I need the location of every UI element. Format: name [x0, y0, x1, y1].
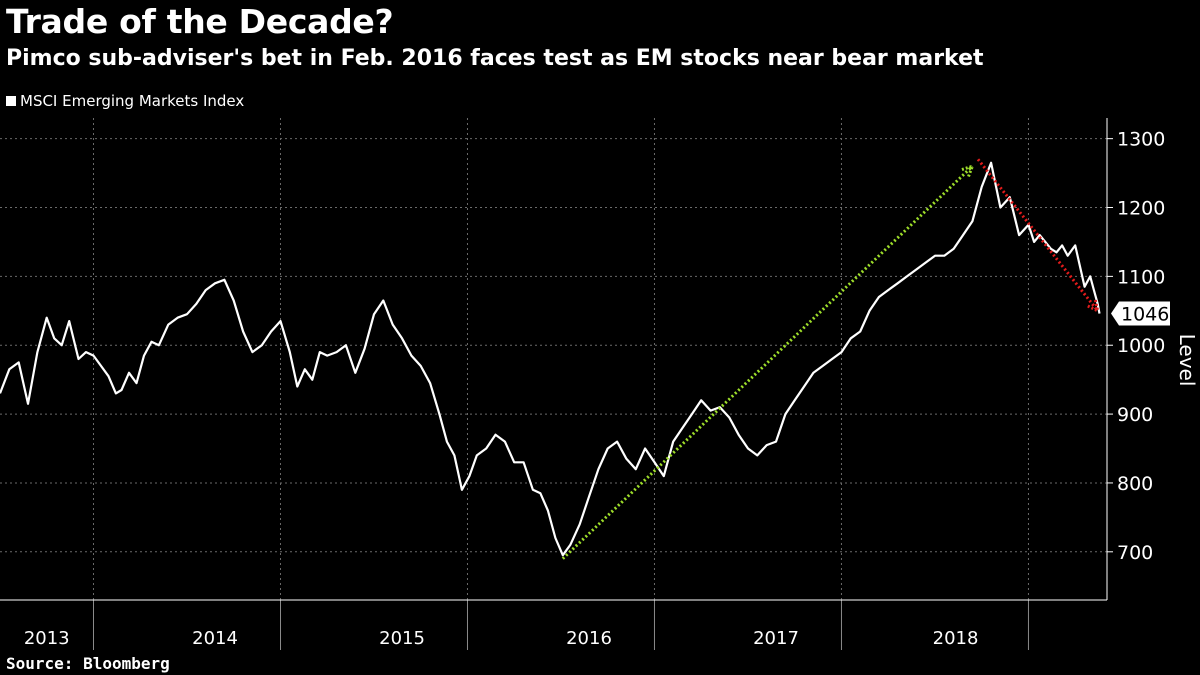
y-tick-label: 700: [1117, 542, 1153, 564]
y-tick-label: 800: [1117, 473, 1153, 495]
x-tick-label: 2016: [566, 628, 612, 649]
source-note: Source: Bloomberg: [6, 654, 170, 673]
trend-arrow-line: [561, 165, 974, 560]
x-tick-label: 2015: [379, 628, 425, 649]
chart-title: Trade of the Decade?: [6, 2, 394, 41]
chart-subtitle: Pimco sub-adviser's bet in Feb. 2016 fac…: [6, 46, 984, 71]
x-tick-label: 2017: [753, 628, 799, 649]
trend-arrow-line: [976, 158, 1099, 312]
x-tick-label: 2018: [933, 628, 979, 649]
y-axis-title: Level: [1175, 334, 1199, 387]
y-tick-label: 1000: [1117, 335, 1165, 357]
series-line: [0, 161, 1101, 557]
y-tick-label: 1100: [1117, 266, 1165, 288]
legend-swatch: [6, 96, 16, 106]
last-value-label: 1046: [1121, 304, 1169, 326]
x-tick-label: 2014: [192, 628, 238, 649]
legend-label: MSCI Emerging Markets Index: [20, 92, 245, 110]
y-tick-label: 900: [1117, 404, 1153, 426]
y-tick-label: 1200: [1117, 198, 1165, 220]
y-tick-label: 1300: [1117, 129, 1165, 151]
legend: MSCI Emerging Markets Index: [6, 92, 244, 110]
x-tick-label: 2013: [24, 628, 70, 649]
last-value-marker: [1111, 301, 1170, 326]
